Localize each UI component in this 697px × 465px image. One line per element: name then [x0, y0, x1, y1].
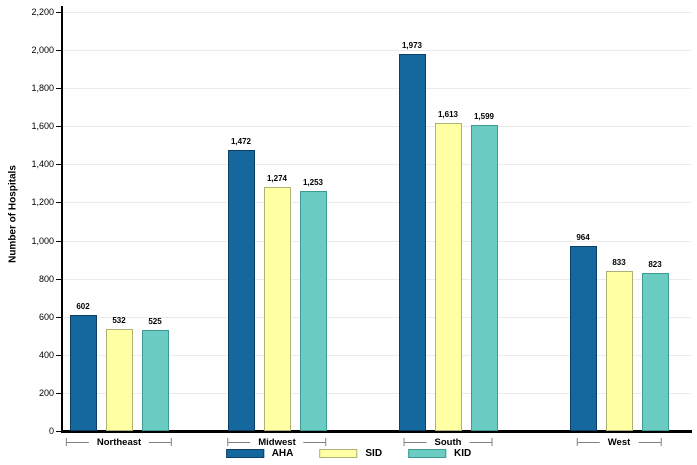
x-axis-category-midwest: Midwest	[227, 436, 327, 448]
x-axis-category-south: South	[403, 436, 493, 448]
gridline	[62, 392, 691, 394]
bracket-tick	[227, 438, 229, 446]
bar-kid-south	[470, 125, 498, 431]
category-label: West	[607, 436, 631, 448]
x-axis-category-west: West	[576, 436, 662, 448]
y-axis-tick	[56, 88, 62, 90]
category-label: Northeast	[96, 436, 142, 448]
legend-item-sid: SID	[319, 448, 382, 459]
bar-value-label: 1,253	[302, 178, 324, 188]
category-label: Midwest	[258, 436, 296, 448]
y-axis-tick	[56, 50, 62, 52]
bracket-tick	[171, 438, 173, 446]
bar-kid-northeast	[141, 330, 169, 431]
gridline	[62, 278, 691, 280]
y-axis-tick-label: 1,200	[31, 197, 54, 208]
bracket-line	[404, 441, 427, 443]
bar-value-label: 964	[576, 233, 590, 243]
bracket-line	[638, 441, 661, 443]
y-axis-tick-label: 1,800	[31, 83, 54, 94]
bracket-tick	[491, 438, 493, 446]
gridline	[62, 316, 691, 318]
gridline	[62, 126, 691, 128]
bar-value-label: 532	[112, 315, 126, 325]
gridline	[62, 12, 691, 13]
bar-value-label: 1,472	[230, 136, 252, 146]
bracket-line	[66, 441, 89, 443]
y-axis-tick-label: 0	[48, 426, 54, 436]
legend-swatch-kid	[408, 449, 447, 458]
y-axis-tick-label: 1,000	[31, 235, 54, 246]
bracket-tick	[65, 438, 67, 446]
bar-value-label: 1,599	[473, 112, 495, 122]
bracket-line	[149, 441, 172, 443]
legend-item-kid: KID	[408, 448, 471, 459]
y-axis-tick-label: 400	[38, 349, 54, 360]
y-axis-tick	[56, 202, 62, 204]
legend-swatch-sid	[319, 449, 358, 458]
bar-value-label: 602	[76, 302, 90, 312]
bar-value-label: 525	[148, 317, 162, 326]
y-axis-tick	[56, 431, 62, 432]
legend: AHA SID KID	[225, 448, 471, 459]
bracket-line	[228, 441, 251, 443]
y-axis-tick	[56, 354, 62, 356]
gridline	[62, 88, 691, 90]
x-axis-category-northeast: Northeast	[65, 436, 173, 448]
bar-kid-west	[641, 273, 669, 431]
y-axis-tick	[56, 240, 62, 242]
bar-value-label: 1,973	[401, 41, 423, 51]
bracket-line	[469, 441, 492, 443]
y-axis-tick	[56, 278, 62, 280]
bracket-line	[577, 441, 600, 443]
y-axis-tick	[56, 126, 62, 128]
y-axis-tick	[56, 392, 62, 394]
gridline	[62, 50, 691, 52]
y-axis-tick-label: 600	[38, 311, 54, 322]
bar-sid-west	[605, 271, 633, 431]
legend-item-aha: AHA	[225, 448, 294, 459]
bar-aha-midwest	[227, 149, 255, 431]
legend-swatch-aha	[225, 449, 264, 458]
bracket-line	[303, 441, 326, 443]
y-axis-tick-label: 2,000	[31, 45, 54, 56]
y-axis-tick-label: 200	[38, 387, 54, 398]
bar-sid-south	[434, 122, 462, 431]
gridline	[62, 202, 691, 204]
y-axis-tick	[56, 12, 62, 13]
gridline	[62, 354, 691, 356]
bar-sid-northeast	[105, 328, 133, 431]
y-axis-tick-label: 1,400	[31, 159, 54, 170]
category-label: South	[434, 436, 462, 448]
y-axis-tick-label: 1,600	[31, 121, 54, 132]
bar-sid-midwest	[263, 187, 291, 431]
bar-value-label: 1,274	[266, 174, 288, 184]
bar-aha-south	[398, 54, 426, 431]
bar-kid-midwest	[299, 191, 327, 431]
y-axis-line	[61, 6, 63, 433]
y-axis-tick	[56, 164, 62, 166]
y-axis-tick-label: 800	[38, 273, 54, 284]
bracket-tick	[403, 438, 405, 446]
y-axis-title: Number of Hospitals	[7, 165, 19, 263]
y-axis-tick-label: 2,200	[31, 7, 54, 17]
gridline	[62, 164, 691, 166]
bracket-tick	[660, 438, 662, 446]
x-axis-line	[61, 430, 692, 433]
legend-label: KID	[454, 448, 472, 459]
bar-value-label: 833	[612, 258, 626, 268]
bracket-tick	[576, 438, 578, 446]
y-axis-tick	[56, 316, 62, 318]
gridline	[62, 240, 691, 242]
bar-aha-west	[569, 246, 597, 431]
bar-value-label: 823	[648, 260, 662, 270]
legend-label: AHA	[271, 448, 294, 459]
bracket-tick	[325, 438, 327, 446]
bar-value-label: 1,613	[437, 109, 459, 119]
bar-aha-northeast	[69, 315, 97, 431]
legend-label: SID	[365, 448, 383, 459]
